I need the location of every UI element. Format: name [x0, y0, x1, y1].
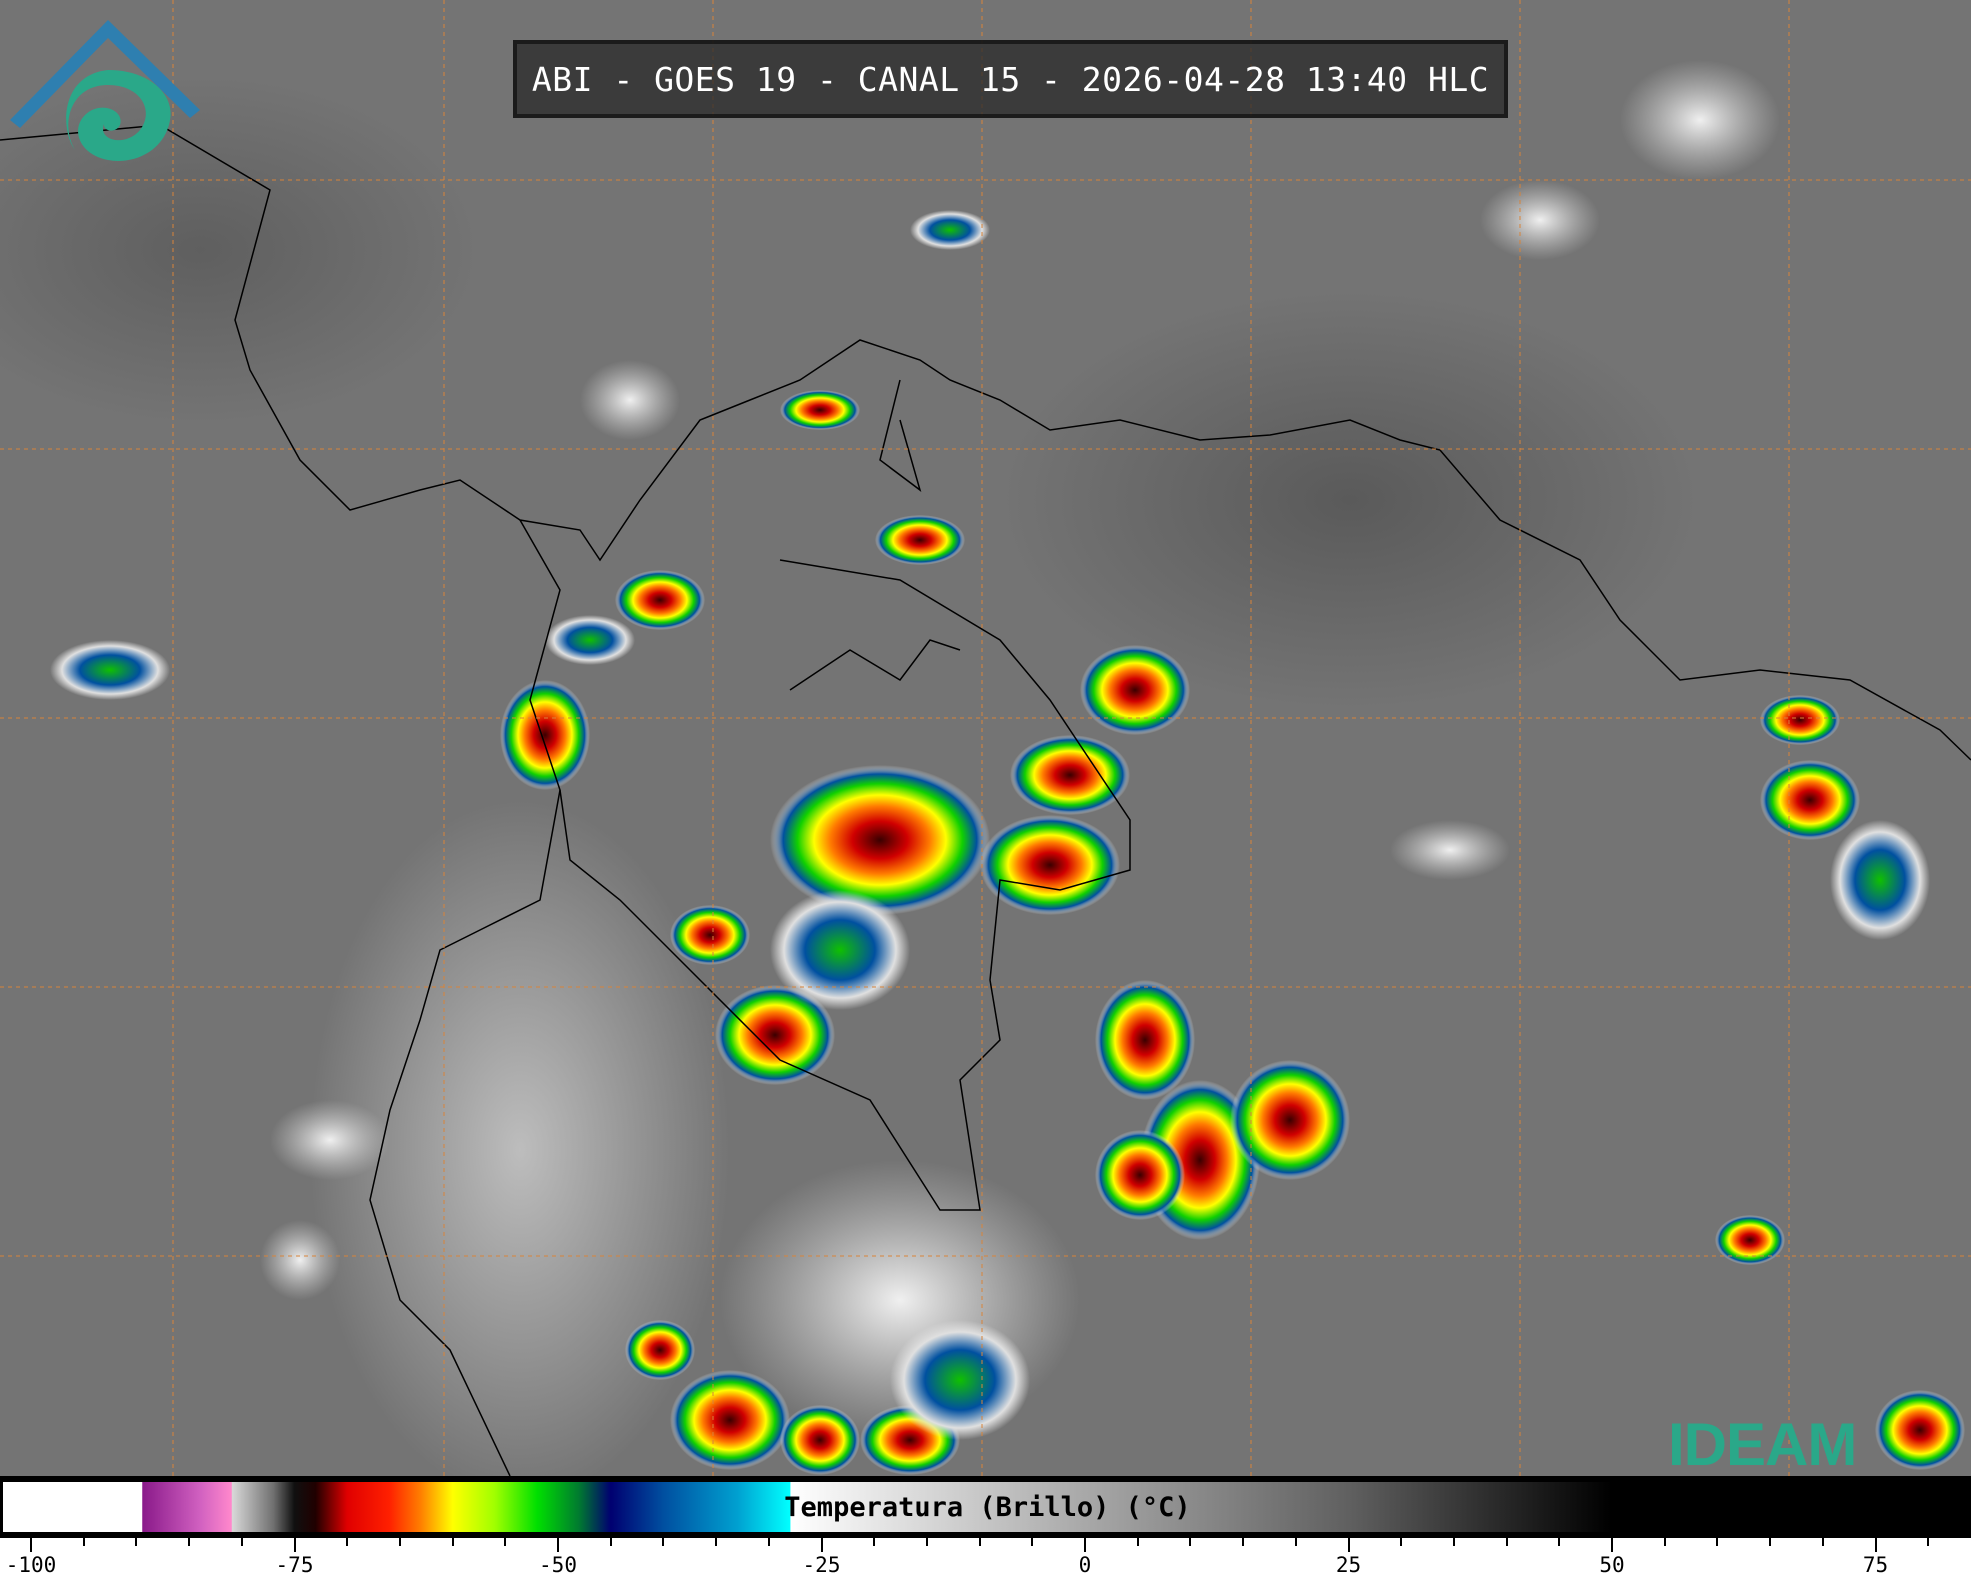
- minor-tick: [451, 1538, 454, 1546]
- major-tick: [1084, 1538, 1086, 1552]
- minor-tick: [398, 1538, 401, 1546]
- minor-tick: [240, 1538, 243, 1546]
- colorbar-ticks: -100 -75 -50 -25 0 25 50 75: [0, 1538, 1971, 1577]
- minor-tick: [188, 1538, 191, 1546]
- colorbar: [3, 1482, 1971, 1532]
- minor-tick: [873, 1538, 876, 1546]
- minor-tick: [1242, 1538, 1245, 1546]
- coastlines: [0, 124, 1971, 1476]
- minor-tick: [1189, 1538, 1192, 1546]
- minor-tick: [504, 1538, 507, 1546]
- tick-label: 25: [1335, 1553, 1362, 1577]
- satellite-map: ABI - GOES 19 - CANAL 15 - 2026-04-28 13…: [0, 0, 1971, 1476]
- tick-label: -50: [539, 1553, 577, 1577]
- tick-label: -25: [802, 1553, 841, 1577]
- minor-tick: [1400, 1538, 1403, 1546]
- minor-tick: [1663, 1538, 1666, 1546]
- convective-cells: [50, 210, 1965, 1475]
- minor-tick: [82, 1538, 85, 1546]
- minor-tick: [1927, 1538, 1930, 1546]
- minor-tick: [1716, 1538, 1719, 1546]
- minor-tick: [1294, 1538, 1297, 1546]
- minor-tick: [1821, 1538, 1824, 1546]
- minor-tick: [1031, 1538, 1034, 1546]
- map-overlay: [0, 0, 1971, 1476]
- tick-label: -75: [275, 1553, 314, 1577]
- ideam-logo-text: IDEAM: [1668, 1411, 1857, 1476]
- minor-tick: [978, 1538, 981, 1546]
- major-tick: [1347, 1538, 1350, 1552]
- major-tick: [820, 1538, 823, 1552]
- minor-tick: [135, 1538, 138, 1546]
- minor-tick: [1136, 1538, 1139, 1546]
- tick-label: -100: [5, 1553, 57, 1577]
- map-title: ABI - GOES 19 - CANAL 15 - 2026-04-28 13…: [513, 40, 1508, 118]
- tick-label: 75: [1862, 1553, 1889, 1577]
- major-tick: [30, 1538, 32, 1552]
- minor-tick: [346, 1538, 349, 1546]
- minor-tick: [715, 1538, 718, 1546]
- minor-tick: [767, 1538, 770, 1546]
- minor-tick: [662, 1538, 665, 1546]
- minor-tick: [1505, 1538, 1508, 1546]
- major-tick: [557, 1538, 559, 1552]
- minor-tick: [1558, 1538, 1561, 1546]
- minor-tick: [925, 1538, 928, 1546]
- tick-label: 50: [1599, 1553, 1625, 1577]
- minor-tick: [1769, 1538, 1772, 1546]
- major-tick: [1874, 1538, 1877, 1552]
- clouds: [260, 60, 1780, 1440]
- graticule: [0, 0, 1971, 1476]
- major-tick: [1611, 1538, 1613, 1552]
- minor-tick: [1452, 1538, 1455, 1546]
- minor-tick: [609, 1538, 612, 1546]
- major-tick: [293, 1538, 296, 1552]
- tick-label: 0: [1078, 1553, 1092, 1577]
- ideam-logo-icon: [10, 20, 200, 161]
